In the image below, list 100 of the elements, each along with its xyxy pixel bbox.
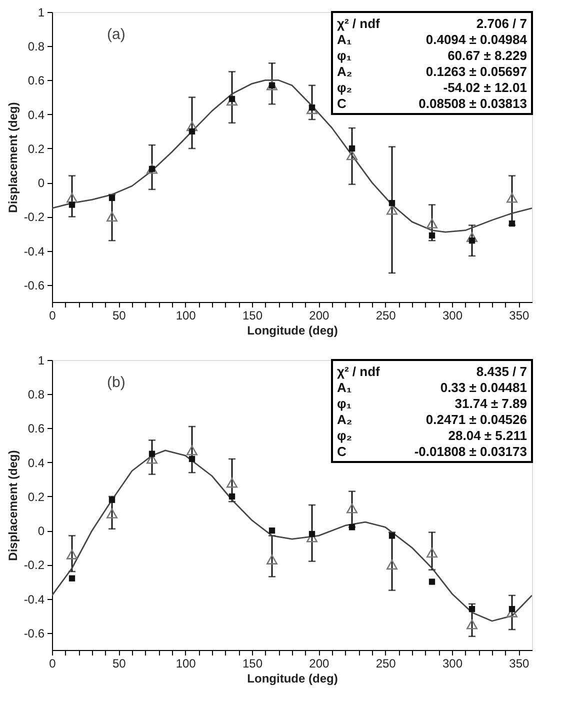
point <box>226 96 238 106</box>
y-tick-label: 0.8 <box>28 388 45 402</box>
point <box>466 232 478 242</box>
x-tick-label: 150 <box>242 656 263 670</box>
point <box>468 238 476 244</box>
point <box>108 194 116 202</box>
x-tick-label: 100 <box>176 308 196 322</box>
annotation: (b) <box>107 374 126 391</box>
point <box>228 493 236 500</box>
point <box>426 548 438 558</box>
annotation: (a) <box>107 26 126 43</box>
y-tick-label: 0.6 <box>28 422 45 436</box>
point <box>508 220 516 227</box>
point <box>348 524 356 530</box>
x-tick-label: 350 <box>509 656 530 670</box>
y-tick-label: -0.2 <box>24 558 45 572</box>
y-tick-label: 0.2 <box>28 142 45 156</box>
point <box>306 104 318 114</box>
point <box>348 145 356 152</box>
annotation: A₁ <box>337 32 352 47</box>
y-tick-label: -0.6 <box>24 278 45 292</box>
point <box>188 128 196 134</box>
point <box>386 560 398 570</box>
point <box>266 554 278 564</box>
x-tick-label: 150 <box>242 308 263 322</box>
point <box>428 578 436 585</box>
x-tick-label: 200 <box>309 308 330 322</box>
x-tick-label: 50 <box>112 308 126 322</box>
annotation: A₂ <box>337 412 352 427</box>
x-tick-label: 300 <box>442 656 463 670</box>
y-tick-label: 1 <box>38 6 45 20</box>
point <box>146 164 158 174</box>
x-tick-label: 200 <box>309 656 330 670</box>
x-tick-label: 0 <box>49 308 56 322</box>
point <box>388 532 396 539</box>
annotation: -0.01808 ± 0.03173 <box>414 444 527 459</box>
y-axis-title: Displacement (deg) <box>6 450 20 561</box>
point <box>106 508 118 518</box>
point <box>106 212 118 222</box>
annotation: 60.67 ± 8.229 <box>448 48 527 63</box>
annotation: 0.2471 ± 0.04526 <box>426 412 527 427</box>
point <box>186 121 198 132</box>
y-tick-label: -0.6 <box>24 626 45 640</box>
annotation: 8.435 / 7 <box>476 364 527 379</box>
annotation: 0.08508 ± 0.03813 <box>418 96 527 111</box>
y-tick-label: 0 <box>38 524 45 538</box>
point <box>148 450 156 457</box>
point <box>66 193 78 203</box>
point <box>308 530 316 538</box>
annotation: C <box>337 96 347 111</box>
y-tick-label: 0.2 <box>28 490 45 504</box>
x-tick-label: 350 <box>509 308 530 322</box>
annotation: -54.02 ± 12.01 <box>443 80 527 95</box>
annotation: 0.4094 ± 0.04984 <box>426 32 528 47</box>
point <box>186 446 198 456</box>
y-tick-label: -0.4 <box>24 244 45 258</box>
annotation: 0.1263 ± 0.05697 <box>426 64 527 79</box>
annotation: A₁ <box>337 380 352 395</box>
point <box>226 478 238 488</box>
x-tick-label: 0 <box>49 656 56 670</box>
x-tick-label: 50 <box>112 656 126 670</box>
line-series <box>52 80 532 233</box>
y-tick-label: -0.2 <box>24 210 45 224</box>
annotation: 28.04 ± 5.211 <box>448 428 527 443</box>
y-tick-label: 1 <box>38 354 45 368</box>
annotation: φ₂ <box>337 428 352 443</box>
annotation: 31.74 ± 7.89 <box>454 396 527 411</box>
point <box>426 218 438 228</box>
point <box>386 205 398 215</box>
point <box>268 528 276 534</box>
y-axis-title: Displacement (deg) <box>6 102 20 213</box>
x-tick-label: 300 <box>442 308 463 322</box>
annotation: χ² / ndf <box>337 364 381 379</box>
annotation: φ₁ <box>337 396 352 411</box>
x-tick-label: 250 <box>376 656 396 670</box>
annotation: φ₂ <box>337 80 352 95</box>
y-tick-label: 0 <box>38 176 45 190</box>
point <box>346 504 358 514</box>
annotation: 0.33 ± 0.04481 <box>440 380 527 395</box>
annotation: χ² / ndf <box>337 16 381 31</box>
annotation: φ₁ <box>337 48 352 63</box>
point <box>188 456 196 462</box>
x-axis-title: Longitude (deg) <box>247 324 338 338</box>
x-tick-label: 100 <box>176 656 196 670</box>
annotation: 2.706 / 7 <box>476 16 527 31</box>
x-axis-title: Longitude (deg) <box>247 672 338 686</box>
point <box>346 150 358 160</box>
x-tick-label: 250 <box>376 308 396 322</box>
y-tick-label: -0.4 <box>24 592 45 606</box>
point <box>66 550 78 560</box>
point <box>68 202 76 208</box>
point <box>388 200 396 206</box>
point <box>468 606 476 612</box>
annotation: A₂ <box>337 64 352 79</box>
y-tick-label: 0.4 <box>28 108 45 122</box>
y-tick-label: 0.6 <box>28 74 45 88</box>
point <box>266 80 278 90</box>
point <box>108 496 116 503</box>
annotation: C <box>337 444 347 459</box>
y-tick-label: 0.4 <box>28 456 45 470</box>
